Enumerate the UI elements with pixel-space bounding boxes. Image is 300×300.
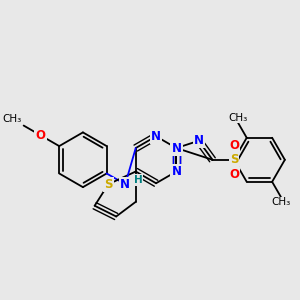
Text: CH₃: CH₃: [228, 112, 248, 122]
Text: N: N: [171, 142, 182, 154]
Text: CH₃: CH₃: [2, 114, 22, 124]
Text: S: S: [104, 178, 112, 191]
Text: N: N: [120, 178, 130, 191]
Text: H: H: [134, 175, 142, 185]
Text: O: O: [229, 168, 239, 181]
Text: O: O: [229, 139, 239, 152]
Text: N: N: [151, 130, 161, 143]
Text: N: N: [120, 178, 130, 191]
Text: CH₃: CH₃: [271, 197, 291, 207]
Text: N: N: [194, 134, 204, 147]
Text: N: N: [171, 165, 182, 178]
Text: O: O: [36, 129, 46, 142]
Text: S: S: [104, 178, 112, 191]
Text: S: S: [230, 153, 238, 166]
Text: N: N: [171, 165, 182, 178]
Text: H: H: [134, 175, 142, 185]
Text: N: N: [171, 165, 182, 178]
